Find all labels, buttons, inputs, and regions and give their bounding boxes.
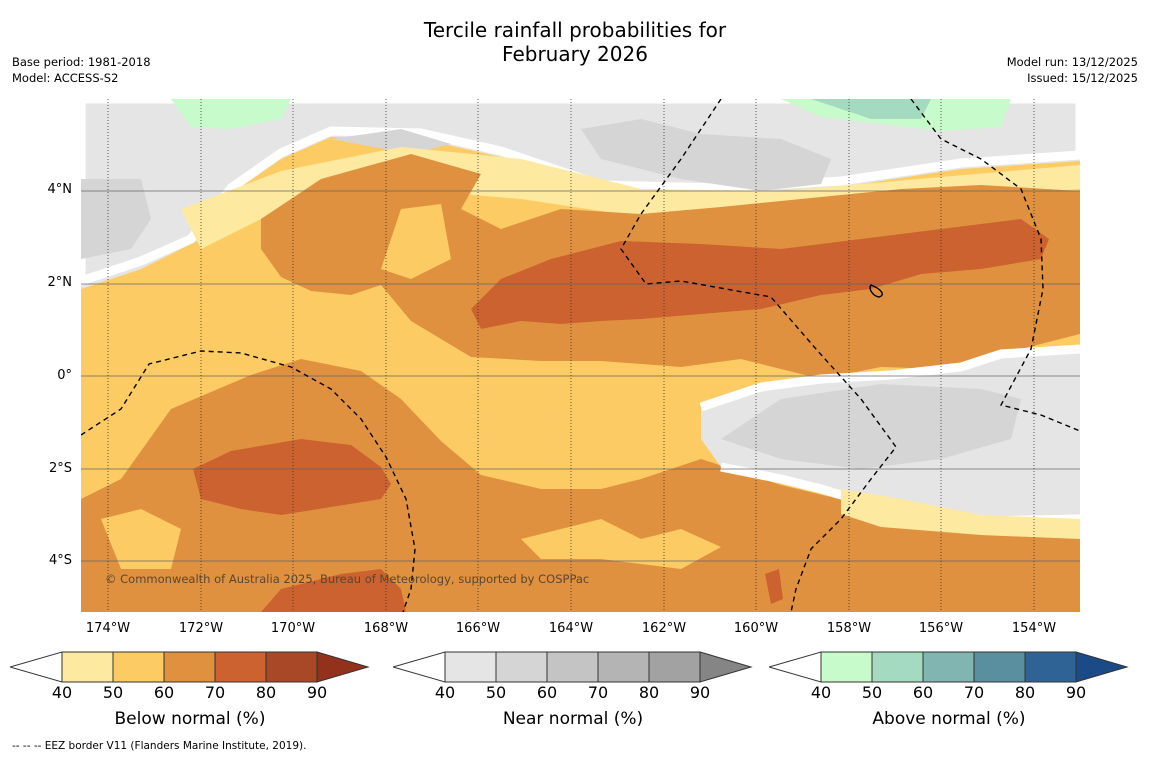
map-panel bbox=[76, 94, 1085, 613]
colorbar-above-swatch-70 bbox=[973, 651, 1026, 683]
xtick-170w: 170°W bbox=[270, 621, 316, 636]
above-50-north bbox=[811, 99, 931, 119]
near-50-north bbox=[581, 119, 831, 191]
near-east-border-top bbox=[699, 344, 1081, 412]
below-70-south-edge bbox=[261, 569, 406, 612]
xtick-162w: 162°W bbox=[641, 621, 687, 636]
meta-right: Model run: 13/12/2025 Issued: 15/12/2025 bbox=[1007, 54, 1138, 86]
colorbar-near-title: Near normal (%) bbox=[502, 709, 644, 729]
xtick-154w: 154°W bbox=[1011, 621, 1057, 636]
model-text: Model: ACCESS-S2 bbox=[12, 71, 119, 85]
chart-title-line2: February 2026 bbox=[502, 42, 648, 66]
below-50-inner bbox=[381, 204, 451, 279]
colorbar-below-swatch-60 bbox=[163, 651, 216, 683]
colorbar-below-swatch-40 bbox=[61, 651, 114, 683]
xtick-166w: 166°W bbox=[455, 621, 501, 636]
chart-title-line1: Tercile rainfall probabilities for bbox=[423, 18, 727, 42]
near-50-north2 bbox=[331, 129, 451, 154]
near-north-border bbox=[76, 94, 1085, 288]
below-70-south-core bbox=[193, 439, 391, 515]
cbar-below-label: 70 bbox=[204, 683, 226, 702]
colorbar-near-low-end bbox=[393, 651, 446, 683]
cbar-above-label: 90 bbox=[1065, 683, 1087, 702]
colorbar-near bbox=[393, 651, 753, 683]
colorbar-near-swatch-70 bbox=[597, 651, 650, 683]
model-run-text: Model run: 13/12/2025 bbox=[1006, 55, 1138, 69]
colorbar-below-swatch-70 bbox=[214, 651, 267, 683]
cbar-below-label: 60 bbox=[153, 683, 175, 702]
colorbar-above-low-end bbox=[769, 651, 822, 683]
ytick-4n: 4°N bbox=[47, 182, 73, 197]
above-40-nw bbox=[171, 99, 291, 129]
cbar-near-label: 80 bbox=[638, 683, 660, 702]
colorbar-above-swatch-60 bbox=[922, 651, 975, 683]
copyright-text: © Commonwealth of Australia 2025, Bureau… bbox=[105, 572, 590, 586]
xtick-156w: 156°W bbox=[918, 621, 964, 636]
colorbar-above-swatch-80 bbox=[1024, 651, 1077, 683]
xtick-168w: 168°W bbox=[363, 621, 409, 636]
colorbar-near-swatch-50 bbox=[495, 651, 548, 683]
below-60-south-region bbox=[81, 359, 1080, 612]
colorbar-above bbox=[769, 651, 1129, 683]
rainfall-map bbox=[76, 94, 1085, 613]
xtick-164w: 164°W bbox=[548, 621, 594, 636]
colorbar-near-swatch-60 bbox=[546, 651, 599, 683]
cbar-above-label: 60 bbox=[912, 683, 934, 702]
cbar-near-label: 90 bbox=[689, 683, 711, 702]
meta-left: Base period: 1981-2018 Model: ACCESS-S2 bbox=[12, 54, 151, 86]
below-40-southeast bbox=[841, 489, 1080, 539]
colorbar-below-swatch-80 bbox=[265, 651, 318, 683]
colorbar-near-swatch-80 bbox=[648, 651, 701, 683]
cbar-near-label: 70 bbox=[587, 683, 609, 702]
near-50-east bbox=[721, 384, 1021, 469]
below-50-south-patch bbox=[101, 509, 181, 569]
ytick-4s: 4°S bbox=[48, 553, 72, 568]
cbar-near-label: 40 bbox=[434, 683, 456, 702]
cbar-below-label: 40 bbox=[51, 683, 73, 702]
near-normal-north bbox=[81, 99, 1080, 289]
island-outline bbox=[869, 284, 883, 298]
cbar-below-label: 90 bbox=[306, 683, 328, 702]
below-70-north-core bbox=[471, 219, 1049, 329]
colorbar-below-swatch-50 bbox=[112, 651, 165, 683]
cbar-below-label: 50 bbox=[102, 683, 124, 702]
cbar-near-label: 60 bbox=[536, 683, 558, 702]
gridlines bbox=[81, 190, 1080, 562]
colorbar-below bbox=[10, 651, 370, 683]
cbar-above-label: 70 bbox=[963, 683, 985, 702]
colorbar-above-high-end bbox=[1075, 651, 1129, 683]
cbar-near-label: 50 bbox=[485, 683, 507, 702]
cbar-above-label: 50 bbox=[861, 683, 883, 702]
near-50-nw bbox=[81, 179, 151, 259]
below-70-small bbox=[765, 569, 783, 604]
xtick-158w: 158°W bbox=[826, 621, 872, 636]
xtick-160w: 160°W bbox=[733, 621, 779, 636]
cbar-below-label: 80 bbox=[255, 683, 277, 702]
xtick-174w: 174°W bbox=[85, 621, 131, 636]
colorbar-above-swatch-50 bbox=[871, 651, 924, 683]
ytick-0: 0° bbox=[57, 368, 72, 383]
issued-text: Issued: 15/12/2025 bbox=[1027, 71, 1138, 85]
cbar-above-label: 80 bbox=[1014, 683, 1036, 702]
colorbar-below-title: Below normal (%) bbox=[114, 709, 266, 729]
eez-borders bbox=[80, 98, 1081, 613]
xtick-172w: 172°W bbox=[178, 621, 224, 636]
colorbar-above-title: Above normal (%) bbox=[872, 709, 1026, 729]
colorbar-below-low-end bbox=[10, 651, 63, 683]
ytick-2n: 2°N bbox=[47, 275, 73, 290]
base-period-text: Base period: 1981-2018 bbox=[12, 55, 151, 69]
colorbar-near-high-end bbox=[699, 651, 753, 683]
colorbar-below-high-end bbox=[316, 651, 370, 683]
colorbar-near-swatch-40 bbox=[444, 651, 497, 683]
cbar-above-label: 40 bbox=[810, 683, 832, 702]
colorbar-above-swatch-40 bbox=[820, 651, 873, 683]
chart-title: Tercile rainfall probabilities for Febru… bbox=[0, 18, 1150, 66]
eez-footnote: -- -- -- EEZ border V11 (Flanders Marine… bbox=[12, 740, 307, 752]
ytick-2s: 2°S bbox=[48, 461, 72, 476]
